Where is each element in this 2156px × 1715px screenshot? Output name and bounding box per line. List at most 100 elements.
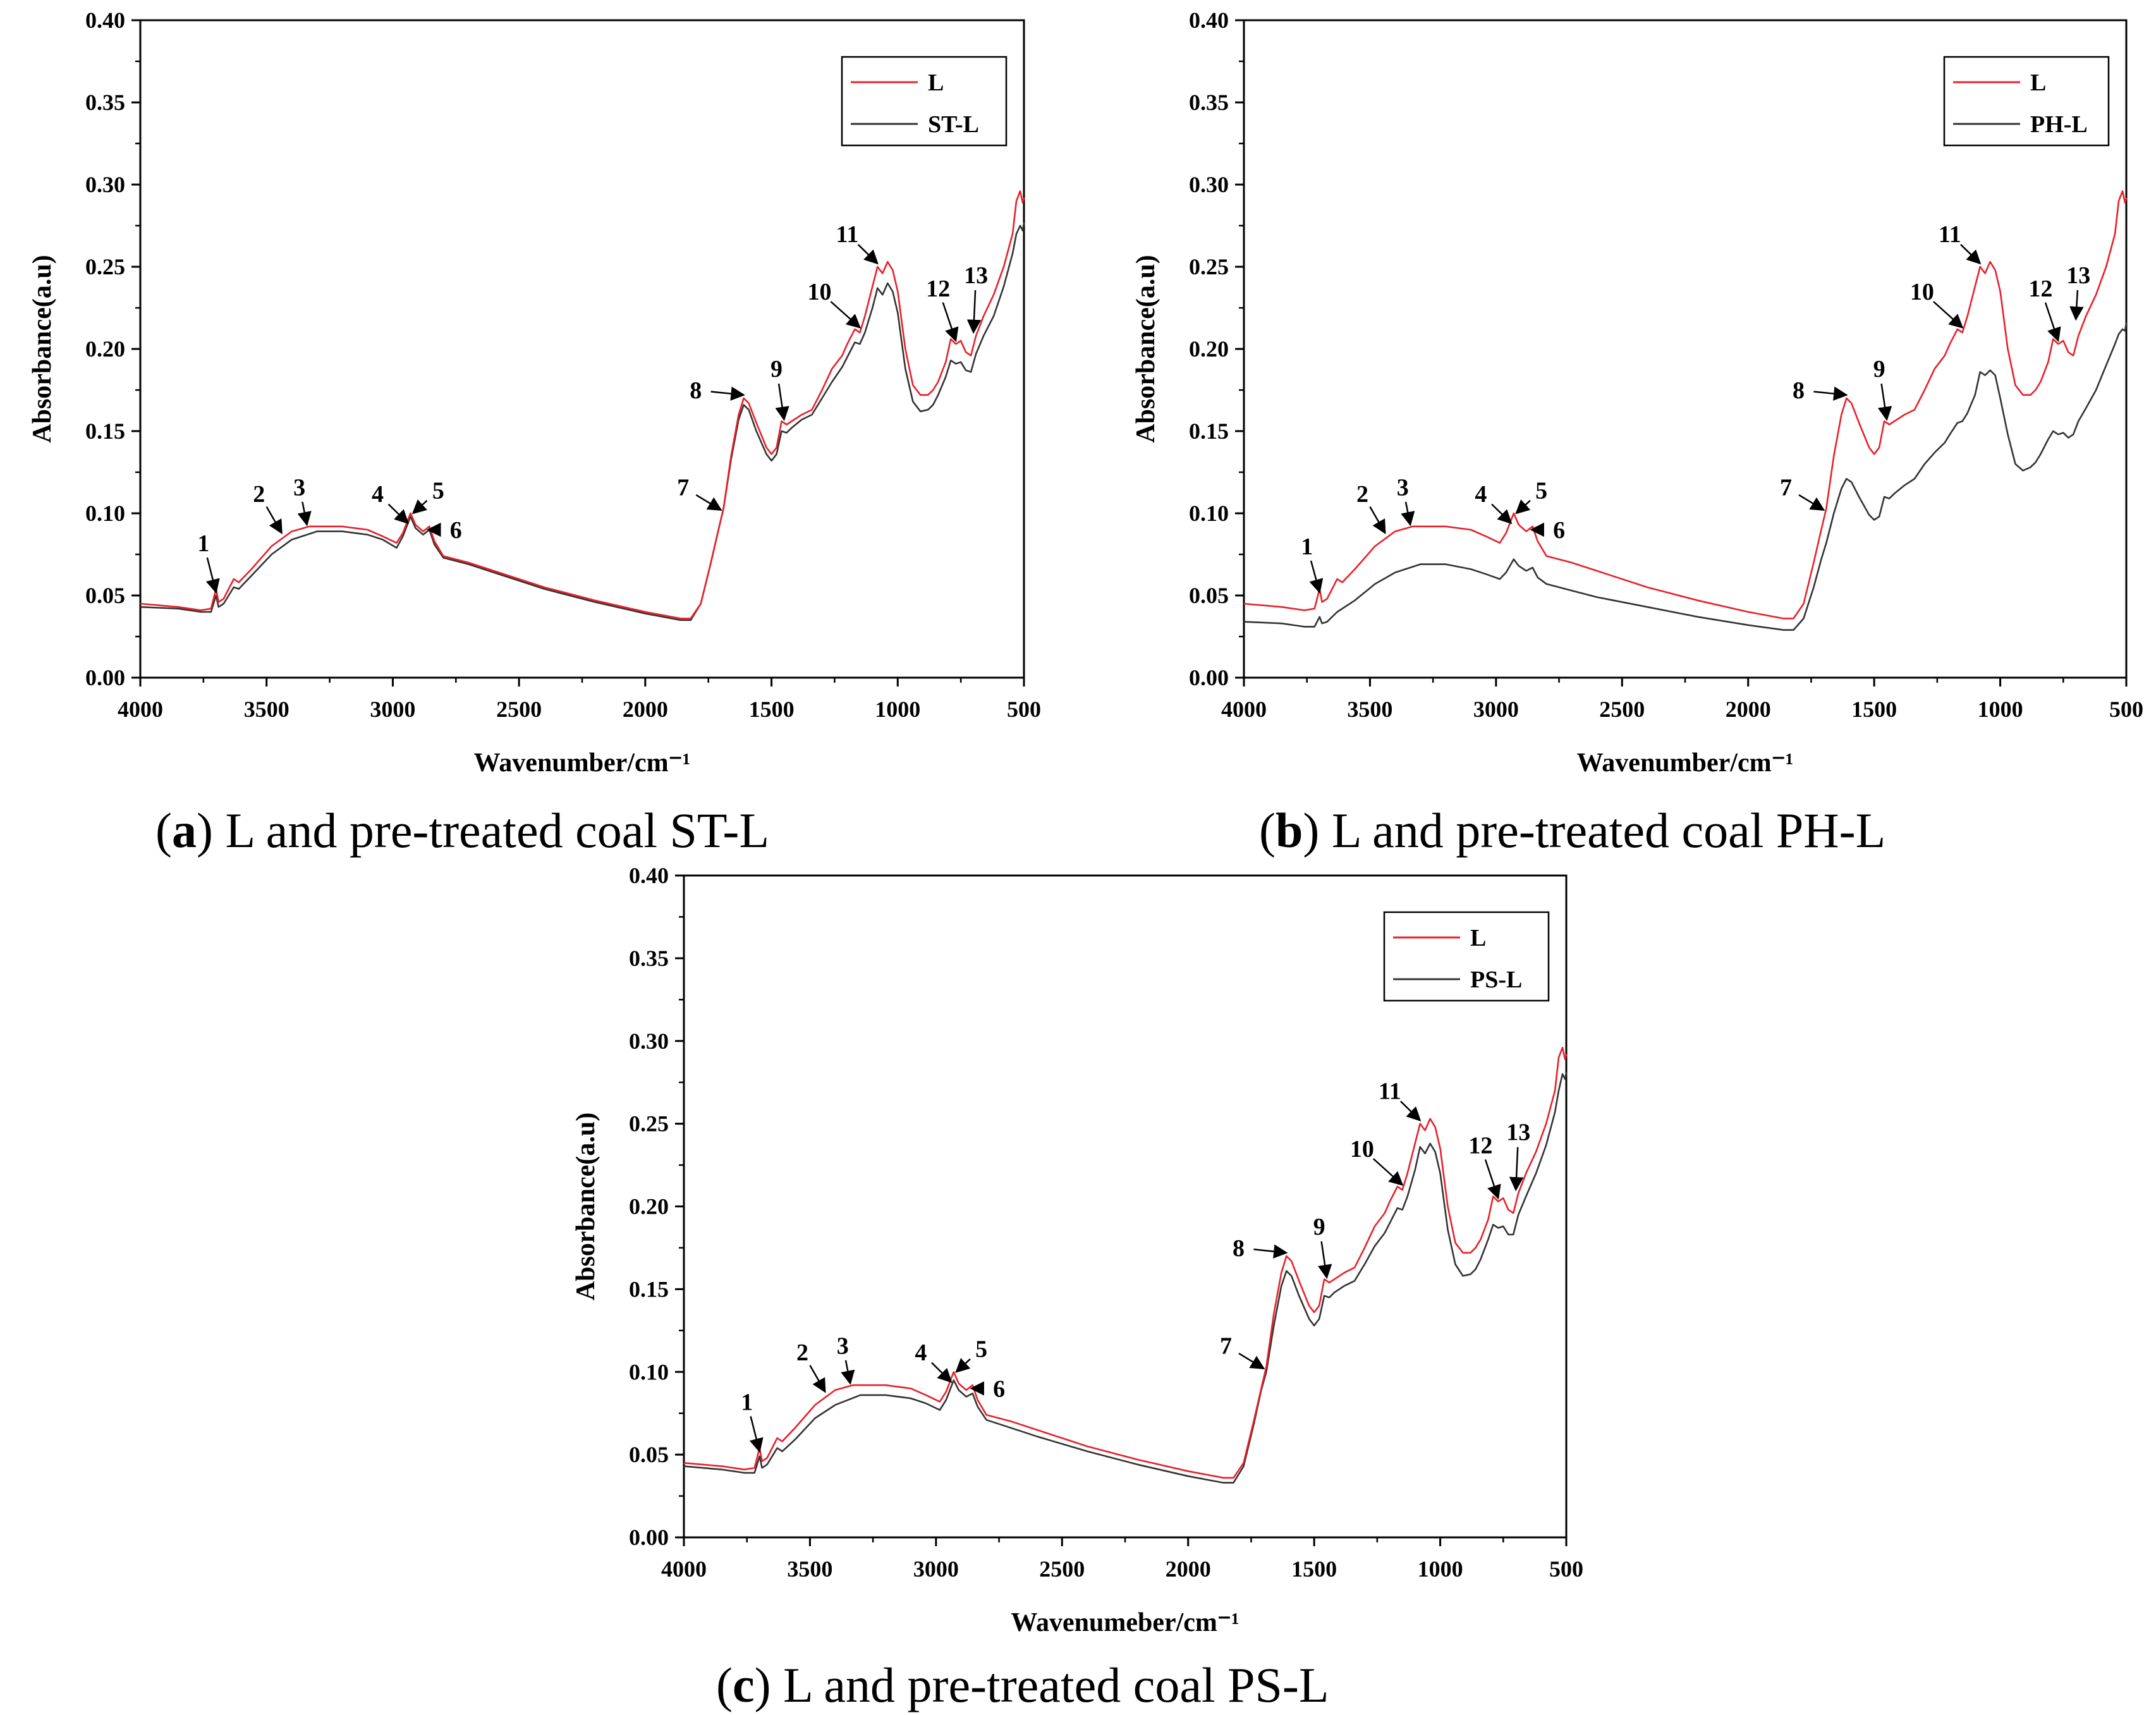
annotation-label-7: 7 xyxy=(1780,474,1792,501)
caption-paren-open: ( xyxy=(716,1657,733,1712)
annotation-label-10: 10 xyxy=(807,279,831,305)
x-tick-label: 2000 xyxy=(1166,1556,1211,1582)
annotation-arrow xyxy=(387,503,410,525)
x-tick-label: 3500 xyxy=(244,697,289,722)
y-tick-label: 0.15 xyxy=(1189,418,1229,444)
x-tick-label: 2000 xyxy=(1726,697,1771,722)
panel-caption: (c) L and pre-treated coal PS-L xyxy=(716,1657,1329,1712)
annotation-label-12: 12 xyxy=(1468,1133,1492,1159)
caption-text: L and pre-treated coal ST-L xyxy=(225,803,769,858)
y-tick-label: 0.15 xyxy=(629,1276,669,1302)
legend-entry-l: L xyxy=(928,70,944,96)
caption-paren-close: ) xyxy=(197,803,225,858)
y-tick-label: 0.35 xyxy=(85,90,125,115)
annotation-arrow xyxy=(1515,499,1531,515)
annotation-arrow xyxy=(931,1362,953,1383)
annotation-label-11: 11 xyxy=(836,221,858,248)
annotation-label-8: 8 xyxy=(1793,377,1805,404)
annotation-label-3: 3 xyxy=(1397,474,1409,501)
panel-c: 4000 3500 3000 2500 2000 1500 1000 500 0.00 0.05 0… xyxy=(571,863,1583,1712)
x-tick-label: 500 xyxy=(1007,697,1041,722)
annotation-label-12: 12 xyxy=(926,276,950,302)
legend-entry-l: L xyxy=(1470,925,1486,951)
caption-letter: a xyxy=(172,803,197,858)
x-tick-label: 1000 xyxy=(1418,1556,1463,1582)
y-axis-label: Absorbance(a.u) xyxy=(28,255,57,443)
annotation-label-11: 11 xyxy=(1379,1078,1401,1104)
y-tick-label: 0.35 xyxy=(629,946,669,971)
panel-a: 4000 3500 3000 2500 2000 1500 1000 500 0.00 0.05 0… xyxy=(28,8,1041,858)
annotation-arrow xyxy=(1932,301,1964,329)
annotation-arrow xyxy=(1372,1158,1404,1187)
annotation-arrow xyxy=(1401,501,1415,527)
x-axis-label: Wavenumeber/cm⁻¹ xyxy=(1011,1608,1239,1637)
y-tick-label: 0.40 xyxy=(85,8,125,33)
annotation-arrow xyxy=(1318,1241,1332,1279)
x-tick-label: 2000 xyxy=(623,697,668,722)
annotation-arrow xyxy=(1491,503,1513,525)
annotation-label-4: 4 xyxy=(1475,481,1487,508)
annotation-arrow xyxy=(830,301,862,329)
annotation-arrow xyxy=(942,302,959,343)
x-tick-label: 2500 xyxy=(1599,697,1645,722)
legend-entry-st-l: ST-L xyxy=(928,111,979,138)
x-tick-label: 4000 xyxy=(1221,697,1267,722)
annotation-arrow xyxy=(2044,302,2061,343)
y-tick-label: 0.40 xyxy=(629,863,669,888)
x-tick-label: 500 xyxy=(2109,697,2143,722)
annotation-label-11: 11 xyxy=(1939,221,1961,248)
y-tick-label: 0.00 xyxy=(629,1525,669,1550)
y-tick-label: 0.40 xyxy=(1189,8,1229,33)
annotation-arrow xyxy=(841,1360,855,1385)
x-tick-label: 1000 xyxy=(875,697,920,722)
y-tick-label: 0.25 xyxy=(1189,254,1229,279)
annotation-label-8: 8 xyxy=(690,377,702,404)
annotation-label-1: 1 xyxy=(741,1389,753,1415)
y-tick-label: 0.25 xyxy=(85,254,125,279)
annotation-label-9: 9 xyxy=(1313,1214,1325,1240)
annotation-label-9: 9 xyxy=(770,356,783,382)
annotation-arrow xyxy=(1484,1159,1501,1200)
x-tick-label: 1500 xyxy=(1291,1556,1337,1582)
annotation-label-5: 5 xyxy=(432,478,444,504)
annotation-arrow xyxy=(710,386,745,401)
series-line-l xyxy=(140,190,1025,619)
annotation-label-4: 4 xyxy=(915,1340,927,1366)
y-tick-label: 0.20 xyxy=(85,336,125,362)
annotation-label-8: 8 xyxy=(1233,1235,1245,1262)
series-line-ph-l xyxy=(1243,322,2128,631)
x-tick-label: 3000 xyxy=(913,1556,959,1582)
y-axis-label: Absorbance(a.u) xyxy=(571,1113,600,1301)
x-tick-label: 4000 xyxy=(118,697,163,722)
panel-b: 4000 3500 3000 2500 2000 1500 1000 500 0.00 0.05 0… xyxy=(1131,8,2143,858)
y-tick-label: 0.20 xyxy=(1189,336,1229,362)
y-tick-label: 0.30 xyxy=(1189,172,1229,197)
annotation-arrow xyxy=(1253,1244,1288,1259)
y-tick-label: 0.15 xyxy=(85,418,125,444)
annotation-arrow xyxy=(749,1416,764,1453)
x-axis-label: Wavenumber/cm⁻¹ xyxy=(474,748,691,778)
annotation-label-7: 7 xyxy=(677,474,689,501)
panel-caption: (b) L and pre-treated coal PH-L xyxy=(1259,803,1885,858)
annotation-arrow xyxy=(775,383,789,422)
caption-letter: c xyxy=(733,1657,755,1712)
annotation-label-13: 13 xyxy=(1506,1120,1530,1146)
annotation-arrow xyxy=(2069,290,2084,321)
caption-text: L and pre-treated coal PH-L xyxy=(1332,803,1885,858)
annotation-label-13: 13 xyxy=(964,262,988,289)
annotation-label-3: 3 xyxy=(293,474,305,501)
y-axis-label: Absorbance(a.u) xyxy=(1131,255,1160,443)
legend-box xyxy=(1943,56,2110,147)
x-axis-label: Wavenumber/cm⁻¹ xyxy=(1577,748,1794,778)
annotation-label-13: 13 xyxy=(2066,262,2090,289)
annotation-label-6: 6 xyxy=(450,517,462,544)
y-tick-label: 0.05 xyxy=(85,583,125,608)
annotation-label-10: 10 xyxy=(1910,279,1934,305)
annotation-label-3: 3 xyxy=(837,1333,849,1359)
annotation-label-6: 6 xyxy=(993,1376,1005,1402)
annotation-arrow xyxy=(1400,1101,1422,1121)
annotation-label-1: 1 xyxy=(197,530,209,557)
annotation-arrow xyxy=(695,494,722,511)
y-tick-label: 0.00 xyxy=(85,665,125,690)
